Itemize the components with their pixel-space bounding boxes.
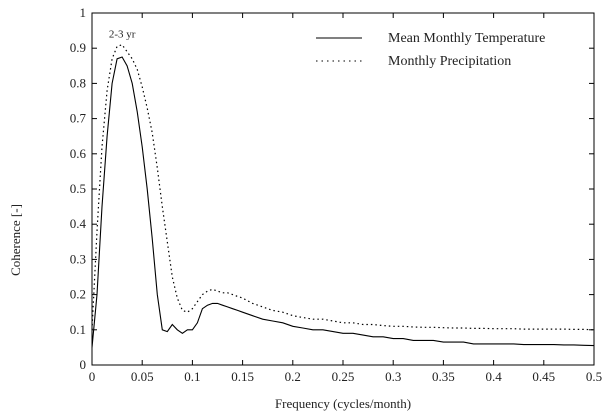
x-tick-label: 0.35 <box>432 369 455 384</box>
x-tick-label: 0.3 <box>385 369 401 384</box>
x-tick-label: 0.1 <box>184 369 200 384</box>
y-tick-label: 0.4 <box>70 216 87 231</box>
annotation-layer: 2-3 yr <box>109 29 136 41</box>
legend-label: Monthly Precipitation <box>388 54 511 69</box>
x-tick-label: 0.2 <box>285 369 301 384</box>
plot-frame <box>91 12 595 366</box>
x-tick-label: 0.45 <box>532 369 555 384</box>
y-tick-label: 0.3 <box>70 251 86 266</box>
x-axis-label: Frequency (cycles/month) <box>275 396 411 411</box>
annotation-label: 2-3 yr <box>109 29 136 41</box>
y-tick-label: 0.7 <box>70 111 87 126</box>
legend-label: Mean Monthly Temperature <box>388 31 545 46</box>
y-tick-label: 0.2 <box>70 287 86 302</box>
y-tick-label: 0.9 <box>70 40 86 55</box>
x-tick-label: 0.15 <box>231 369 254 384</box>
y-tick-label: 1 <box>80 5 87 20</box>
x-axis-ticks: 0 0.05 0.1 0.15 0.2 0.25 0.3 0.35 0.4 0.45 0.5 <box>89 13 602 384</box>
x-tick-label: 0 <box>89 369 96 384</box>
y-tick-label: 0 <box>80 357 87 372</box>
series-line-monthly-precipitation <box>91 43 595 331</box>
y-tick-label: 0.1 <box>70 322 86 337</box>
y-tick-label: 0.6 <box>70 146 87 161</box>
x-tick-label: 0.4 <box>485 369 502 384</box>
legend: Mean Monthly Temperature Monthly Precipit… <box>316 31 545 69</box>
y-axis-ticks: 0 0.1 0.2 0.3 0.4 0.5 0.6 0.7 0.8 0.9 1 <box>70 5 594 372</box>
x-tick-label: 0.5 <box>586 369 602 384</box>
y-tick-label: 0.5 <box>70 181 86 196</box>
x-tick-label: 0.25 <box>332 369 355 384</box>
y-tick-label: 0.8 <box>70 75 86 90</box>
x-tick-label: 0.05 <box>131 369 154 384</box>
series-line-mean-monthly-temperature <box>91 56 595 348</box>
series-layer <box>91 43 595 348</box>
y-axis-label: Coherence [-] <box>8 204 23 276</box>
